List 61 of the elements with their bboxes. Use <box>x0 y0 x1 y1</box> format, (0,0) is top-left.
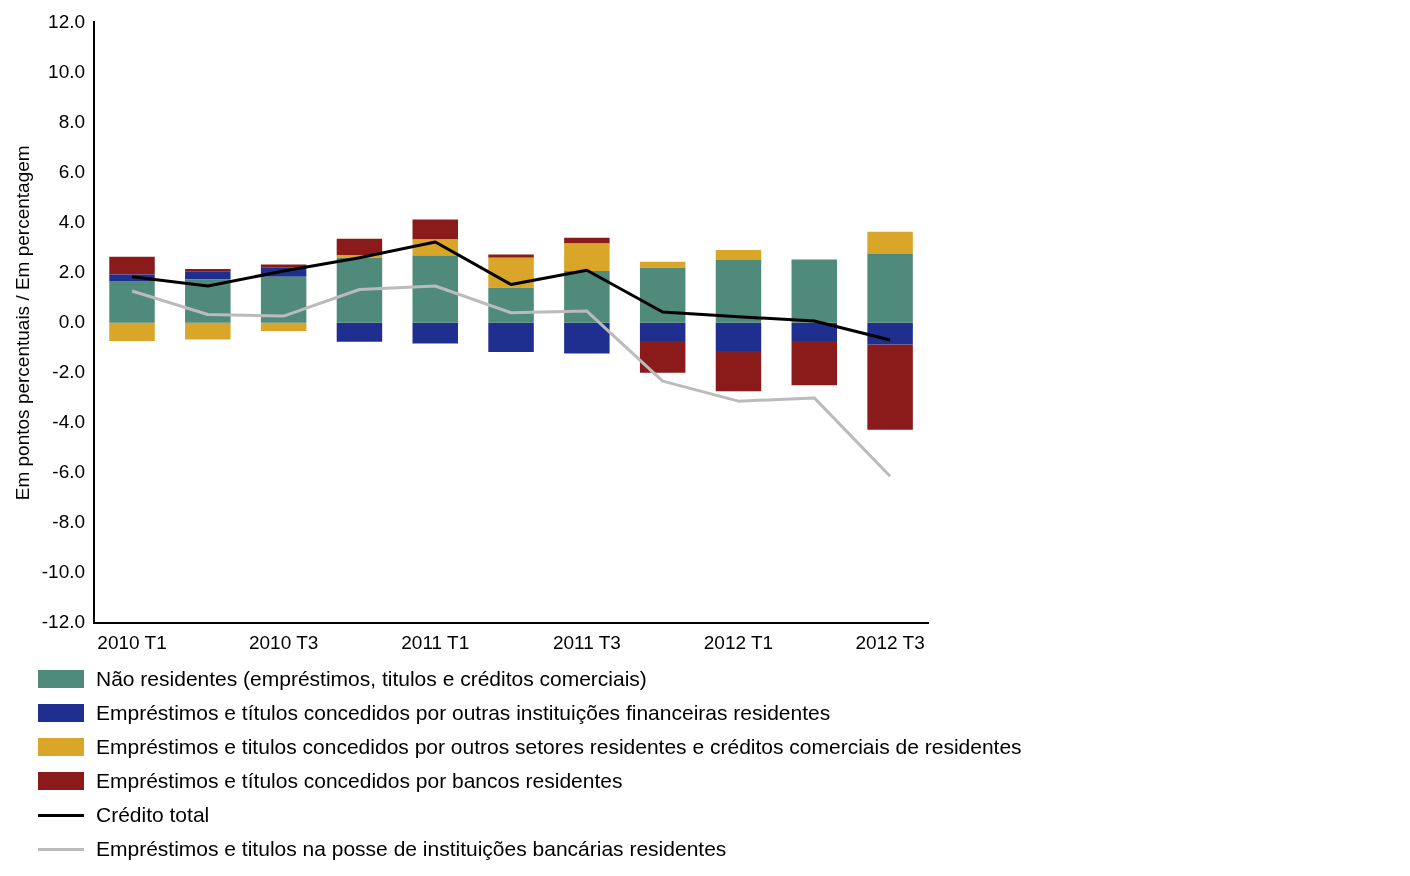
y-tick-label: -2.0 <box>52 361 86 383</box>
bar <box>260 322 307 332</box>
bar <box>639 261 686 268</box>
bar <box>564 243 610 271</box>
x-tick-label: 2012 T1 <box>703 631 774 653</box>
bar <box>639 267 686 323</box>
legend-label: Empréstimos e títulos concedidos por bancos residentes <box>96 769 623 793</box>
bar <box>564 322 610 354</box>
bar <box>715 322 762 352</box>
y-tick-label: -10.0 <box>41 561 86 583</box>
bar <box>260 276 307 323</box>
x-tick-label: 2012 T3 <box>855 631 925 653</box>
y-tick-label: 12.0 <box>48 10 86 32</box>
y-tick-label: 4.0 <box>58 210 86 232</box>
bar <box>791 341 838 386</box>
bar <box>867 253 913 323</box>
bar <box>412 255 458 323</box>
y-tick-label: -4.0 <box>52 411 86 433</box>
legend-label: Empréstimos e titulos na posse de instituições bancárias residentes <box>96 837 727 861</box>
bar <box>185 268 231 272</box>
bar <box>639 341 686 373</box>
bar <box>109 322 155 342</box>
bar <box>488 322 534 353</box>
bar <box>867 322 913 345</box>
x-tick-label: 2010 T1 <box>97 631 167 653</box>
y-tick-label: 8.0 <box>58 110 86 132</box>
bar <box>791 259 838 323</box>
bar <box>336 238 383 256</box>
bar <box>185 271 231 280</box>
legend-label: Crédito total <box>96 803 210 827</box>
x-tick-label: 2011 T3 <box>552 631 621 653</box>
bar <box>715 351 762 392</box>
bar <box>639 322 686 342</box>
bar <box>867 231 913 254</box>
bar <box>412 219 458 240</box>
y-tick-label: 0.0 <box>58 311 86 333</box>
bar <box>260 264 307 268</box>
legend-label: Empréstimos e titulos concedidos por outros setores residentes e créditos comerciais de residentes <box>96 735 1022 759</box>
y-tick-label: -6.0 <box>52 461 86 483</box>
bar <box>336 322 383 342</box>
bar <box>715 249 762 260</box>
bar <box>185 322 231 340</box>
y-tick-label: 2.0 <box>58 260 86 282</box>
legend-label: Não residentes (empréstimos, titulos e créditos comerciais) <box>96 667 647 691</box>
bar <box>109 256 155 275</box>
bar <box>336 257 383 323</box>
bar <box>488 254 534 258</box>
bar <box>109 280 155 323</box>
bar <box>412 322 458 344</box>
bar <box>791 322 838 342</box>
x-tick-label: 2010 T3 <box>248 631 319 653</box>
legend-label: Empréstimos e títulos concedidos por outras instituições financeiras residentes <box>96 701 831 725</box>
y-tick-label: -12.0 <box>41 611 86 633</box>
x-tick-label: 2011 T1 <box>401 631 470 653</box>
y-tick-label: 6.0 <box>58 160 86 182</box>
bar <box>715 259 762 323</box>
y-tick-label: -8.0 <box>52 511 86 533</box>
bar <box>488 287 534 323</box>
y-tick-label: 10.0 <box>48 60 86 82</box>
y-axis-title: Em pontos percentuais / Em percentagem <box>11 145 33 501</box>
bar <box>867 344 913 430</box>
